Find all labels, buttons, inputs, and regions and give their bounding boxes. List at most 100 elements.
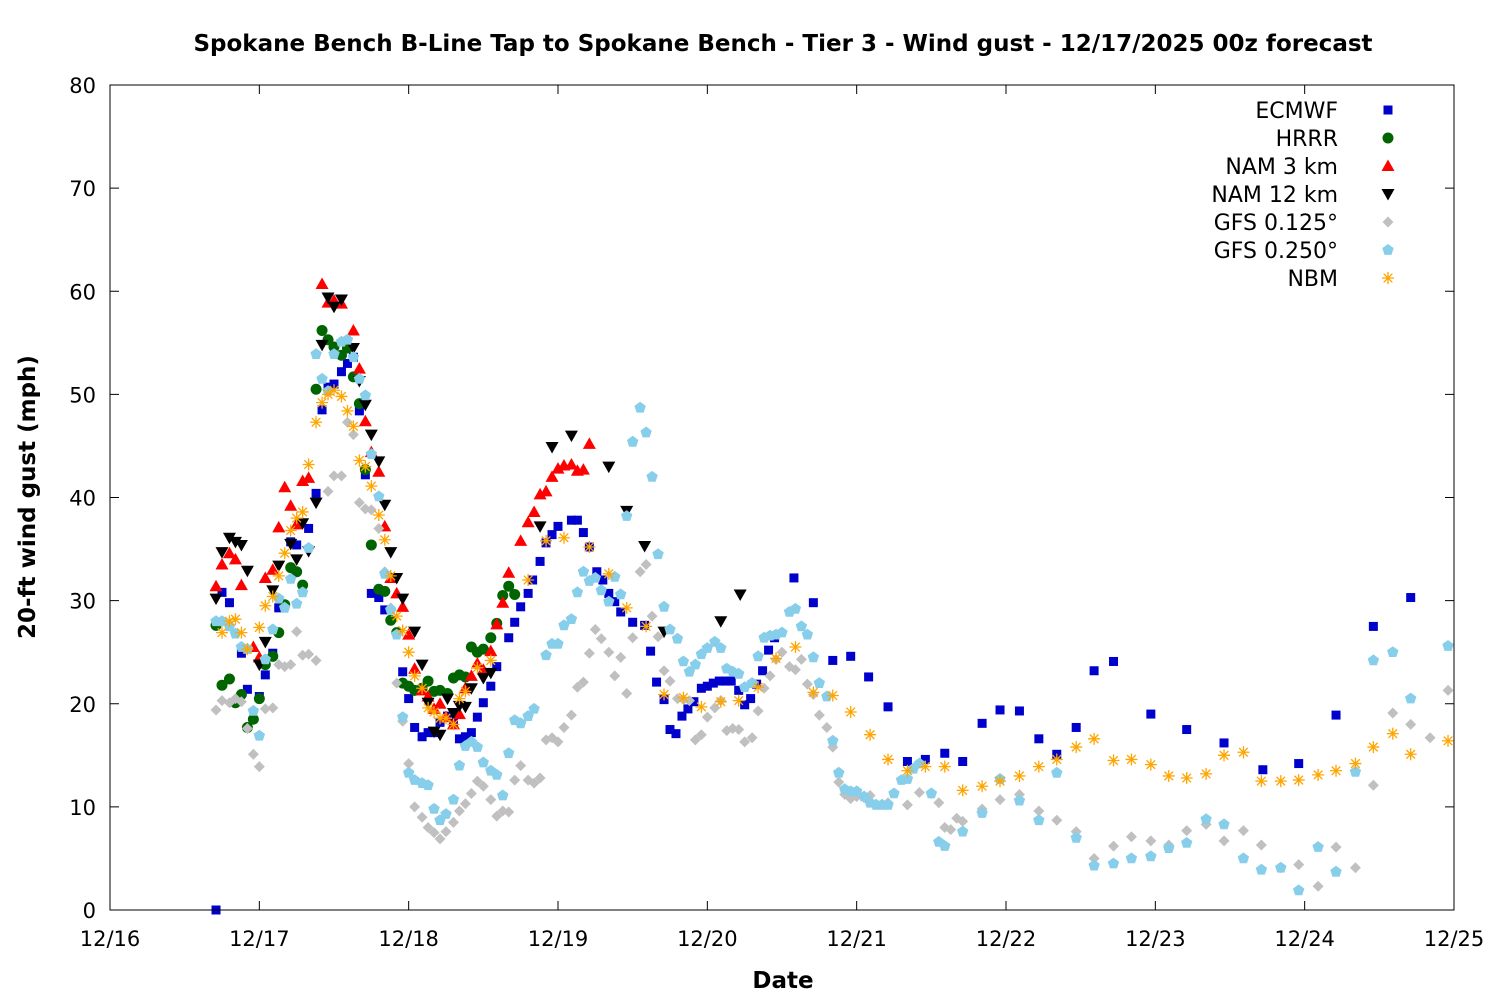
nam-3-km-point: [352, 362, 366, 374]
ecmwf-point: [789, 573, 799, 583]
gfs-0-250-point: [925, 787, 937, 799]
gfs-0-125-point: [365, 504, 377, 516]
gfs-0-125-point: [210, 704, 222, 716]
gfs-0-125-point: [373, 522, 385, 534]
gfs-0-250-point: [671, 632, 684, 644]
gfs-0-125-point: [634, 566, 646, 578]
ecmwf-point: [683, 704, 693, 714]
gfs-0-125-point: [739, 736, 751, 748]
ecmwf-point: [317, 405, 327, 415]
gfs-0-250-point: [1125, 852, 1138, 864]
nbm-point: [976, 780, 989, 793]
gfs-0-125-point: [795, 653, 807, 665]
nbm-point: [1312, 768, 1325, 781]
hrrr-point: [216, 679, 228, 691]
gfs-0-250-point: [565, 613, 578, 624]
gfs-0-250-point: [882, 798, 894, 810]
gfs-0-125-point: [1033, 805, 1045, 817]
nbm-point: [1088, 732, 1101, 745]
ecmwf-point: [242, 684, 252, 694]
gfs-0-125-point: [403, 758, 415, 770]
gfs-0-250-point: [1218, 818, 1230, 830]
nbm-point: [284, 524, 297, 537]
nam-12-km-point: [464, 683, 478, 695]
ecmwf-point: [902, 757, 912, 766]
hrrr-point: [316, 324, 328, 336]
nam-12-km-point: [228, 536, 242, 549]
nam-12-km-point: [714, 616, 728, 628]
nbm-point: [882, 753, 895, 766]
ecmwf-point: [1258, 765, 1268, 775]
ecmwf-point: [940, 748, 950, 758]
ecmwf-point: [454, 734, 464, 744]
gfs-0-125-point: [658, 665, 670, 677]
hrrr-point: [291, 566, 303, 578]
nam-3-km-point: [521, 515, 535, 528]
gfs-0-125-point: [1218, 835, 1230, 847]
y-tick-label: 60: [69, 280, 96, 304]
gfs-0-125-point: [695, 729, 707, 741]
nam-12-km-point: [408, 626, 422, 639]
nam-12-km-point: [602, 461, 616, 474]
gfs-0-125-point: [571, 681, 583, 693]
nam-3-km-point: [315, 277, 329, 290]
gfs-0-250-point: [634, 401, 646, 413]
gfs-0-250-point: [1070, 831, 1082, 843]
ecmwf-point: [1406, 593, 1416, 603]
x-tick-label: 12/25: [1424, 927, 1485, 951]
legend-label: HRRR: [1276, 127, 1338, 152]
gfs-0-250-point: [957, 825, 969, 837]
gfs-0-250-point: [1349, 765, 1362, 777]
ecmwf-point: [578, 528, 588, 538]
nam-12-km-point: [346, 342, 360, 355]
gfs-0-125-point: [1088, 852, 1100, 864]
gfs-0-250-point: [813, 677, 825, 688]
gfs-0-250-point: [291, 597, 303, 609]
nam-12-km-point: [484, 667, 498, 680]
gfs-0-250-point: [833, 766, 845, 778]
ecmwf-point: [510, 617, 520, 627]
gfs-0-250-point: [391, 628, 403, 640]
gfs-0-250-point: [776, 626, 788, 638]
nam-12-km-point: [476, 672, 490, 685]
gfs-0-250-point: [1255, 863, 1268, 875]
ecmwf-point: [460, 732, 470, 742]
gfs-0-250-point: [316, 372, 328, 384]
gfs-0-125-point: [615, 651, 627, 663]
gfs-0-250-point: [279, 601, 291, 613]
gfs-0-125-point: [552, 736, 564, 748]
legend-marker: [1382, 244, 1394, 255]
gfs-0-250-point: [658, 600, 670, 612]
gfs-0-250-point: [247, 705, 260, 716]
gfs-0-125-point: [347, 429, 359, 441]
y-tick-label: 30: [69, 590, 96, 614]
gfs-0-125-point: [459, 798, 471, 810]
ecmwf-point: [516, 602, 526, 612]
gfs-0-250-point: [652, 548, 664, 560]
nam-12-km-point: [638, 540, 652, 553]
x-tick-label: 12/20: [677, 927, 738, 951]
nbm-point: [390, 610, 403, 623]
gfs-0-125-point: [1051, 814, 1063, 826]
nbm-point: [440, 712, 452, 725]
hrrr-point: [253, 693, 265, 705]
nam-12-km-point: [309, 497, 323, 510]
gfs-0-250-point: [440, 808, 452, 819]
gfs-0-250-point: [858, 790, 870, 802]
nbm-point: [1349, 757, 1362, 770]
gfs-0-125-point: [1349, 862, 1361, 874]
nam-3-km-point: [545, 470, 559, 482]
gfs-0-250-point: [677, 655, 690, 667]
ecmwf-point: [1368, 621, 1378, 631]
nbm-point: [557, 531, 570, 544]
nam-12-km-point: [733, 589, 747, 601]
gfs-0-125-point: [409, 801, 421, 813]
nbm-point: [1255, 775, 1268, 788]
nbm-point: [1404, 748, 1417, 761]
gfs-0-125-point: [1442, 684, 1454, 696]
nam-3-km-point: [484, 644, 498, 657]
gfs-0-125-point: [353, 497, 365, 509]
gfs-0-250-point: [715, 642, 727, 653]
ecmwf-point: [883, 702, 893, 712]
